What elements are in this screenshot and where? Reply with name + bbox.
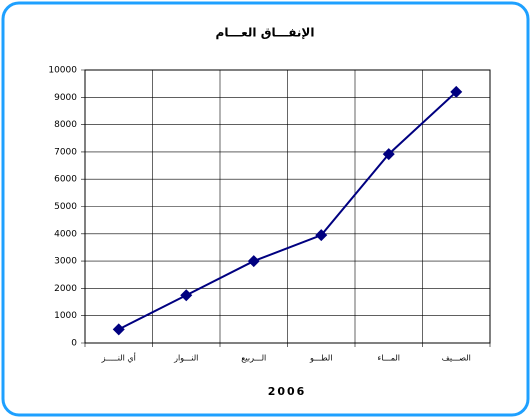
y-tick-label: 8000	[54, 120, 77, 130]
y-tick-label: 9000	[54, 93, 77, 103]
y-tick-label: 3000	[54, 257, 77, 267]
data-point	[450, 85, 463, 98]
data-point	[382, 148, 395, 161]
data-point	[112, 323, 125, 336]
y-tick-label: 0	[71, 339, 77, 349]
x-tick-label: الصـــيف	[442, 354, 471, 363]
x-tick-label: الطـــو	[309, 354, 332, 363]
y-tick-label: 2000	[54, 284, 77, 294]
y-tick-label: 7000	[54, 147, 77, 157]
data-point	[247, 255, 260, 268]
y-tick-label: 4000	[54, 229, 77, 239]
x-tick-label: أي النـــــز	[101, 353, 136, 363]
x-tick-label: النـــوار	[173, 354, 198, 363]
series-line	[118, 91, 457, 331]
data-point	[315, 229, 328, 242]
x-tick-label: المـــاء	[377, 354, 400, 363]
data-point	[180, 289, 193, 302]
x-tick-label: الـــربيع	[241, 354, 266, 363]
y-tick-label: 5000	[54, 202, 77, 212]
chart-title: الإنفـــاق العـــام	[216, 26, 315, 41]
x-axis-label: 2006	[268, 385, 307, 398]
plot-frame	[84, 69, 491, 344]
y-tick-label: 6000	[54, 175, 77, 185]
y-tick-label: 10000	[48, 66, 77, 76]
y-tick-label: 1000	[54, 311, 77, 321]
